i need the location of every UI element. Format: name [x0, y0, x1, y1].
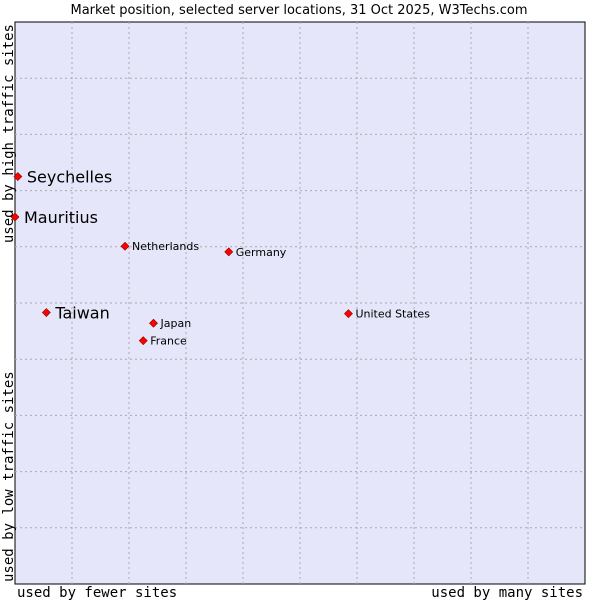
data-point-mauritius: Mauritius — [10, 208, 98, 227]
data-point-taiwan: Taiwan — [41, 304, 110, 323]
chart-title: Market position, selected server locatio… — [70, 3, 527, 18]
data-point-france: France — [138, 335, 187, 348]
point-marker-germany — [224, 247, 234, 257]
point-label-japan: Japan — [160, 317, 192, 330]
y-axis-label-low: used by low traffic sites — [1, 371, 17, 582]
point-marker-united-states — [344, 309, 353, 319]
point-marker-france — [138, 336, 148, 346]
point-label-united-states: United States — [355, 308, 430, 321]
point-marker-taiwan — [41, 308, 51, 317]
data-points: Seychelles Mauritius Netherlands Germany Tai… — [10, 168, 430, 348]
data-point-germany: Germany — [224, 246, 287, 259]
point-label-france: France — [150, 335, 187, 348]
grid-lines — [15, 22, 585, 584]
data-point-japan: Japan — [149, 317, 192, 330]
point-label-netherlands: Netherlands — [132, 240, 199, 253]
x-axis-label-high: used by many sites — [431, 585, 583, 600]
point-label-taiwan: Taiwan — [54, 304, 109, 323]
point-label-mauritius: Mauritius — [24, 208, 98, 227]
point-marker-netherlands — [120, 241, 130, 251]
point-marker-mauritius — [10, 212, 20, 222]
data-point-seychelles: Seychelles — [13, 168, 112, 187]
data-point-netherlands: Netherlands — [120, 240, 199, 253]
data-point-united-states: United States — [344, 308, 430, 321]
y-axis-label-high: used by high traffic sites — [1, 24, 17, 243]
x-axis-label-low: used by fewer sites — [17, 585, 177, 600]
point-label-germany: Germany — [236, 246, 287, 259]
point-marker-japan — [149, 318, 158, 328]
point-marker-seychelles — [13, 172, 23, 181]
point-label-seychelles: Seychelles — [27, 168, 112, 187]
